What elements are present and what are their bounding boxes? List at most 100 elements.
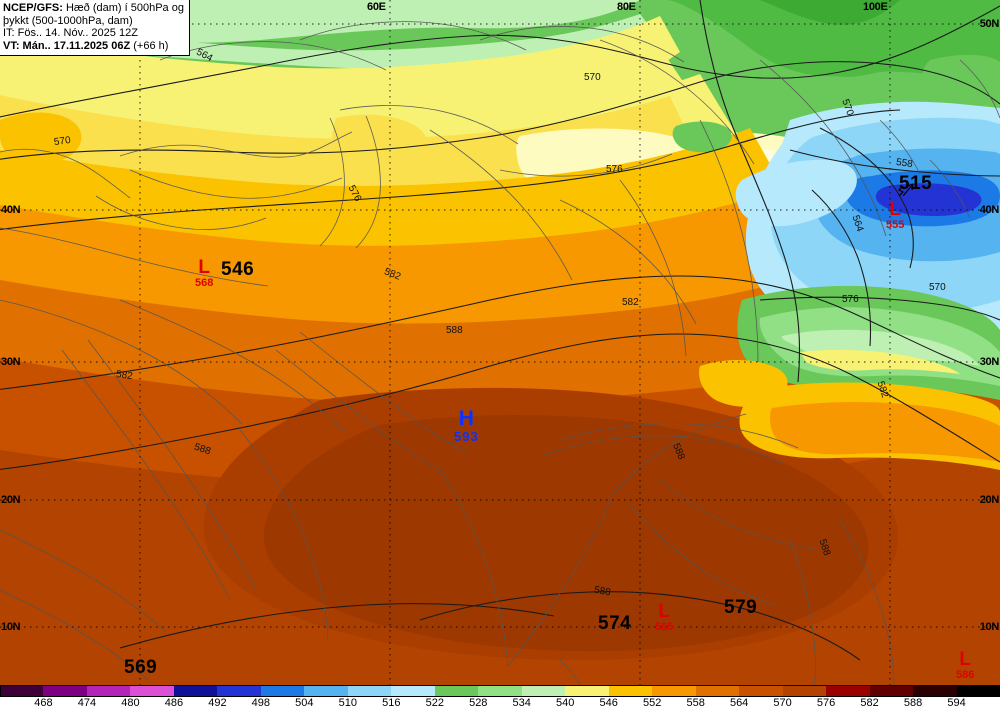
legend-swatch [217,685,261,697]
legend-swatch [913,685,957,697]
legend-swatch [521,685,566,697]
low-pressure-value: 568 [195,277,214,289]
legend-swatch [304,685,348,697]
high-pressure-glyph: H [458,407,474,430]
low-pressure-glyph: L [889,199,901,220]
lat-label-50n-right: 50N [979,18,1000,30]
legend-tick: 570 [773,697,792,709]
legend-tick: 528 [469,697,488,709]
lon-label-100e: 100E [863,1,888,13]
info-model-desc: Hæð (dam) í 500hPa og [62,2,184,14]
legend-tick-labels: 468 474 480 486 492 498 504 510 516 522 528 534 540 5… [0,697,1000,709]
lat-label-30n-right: 30N [979,356,1000,368]
contour-label: 588 [446,325,463,336]
legend-swatch [260,685,305,697]
color-scale-legend[interactable]: 468 474 480 486 492 498 504 510 516 522 528 534 540 5… [0,685,1000,709]
legend-tick: 564 [729,697,749,709]
contour-label: 570 [929,282,946,293]
legend-swatch [391,685,435,697]
legend-tick: 558 [686,697,705,709]
low-pressure-center-bengal[interactable]: L 585 [655,602,673,633]
extreme-value-515: 515 [899,173,933,194]
info-forecast-hour: (+66 h) [130,39,169,52]
legend-tick: 486 [164,697,184,709]
legend-swatch [565,685,609,697]
info-model-label: NCEP/GFS: [3,2,63,14]
legend-swatch [130,685,174,697]
legend-swatch [782,685,827,697]
legend-tick: 516 [382,697,401,709]
low-pressure-value: 585 [655,621,674,633]
weather-map[interactable]: 40N 30N 20N 10N 50N 40N 30N 20N 10N 60E … [0,0,1000,685]
legend-tick: 522 [425,697,444,709]
lat-label-30n-left: 30N [1,356,21,368]
legend-tick: 540 [556,697,575,709]
legend-tick: 504 [295,697,314,709]
lat-label-40n-right: 40N [979,204,1000,216]
legend-swatch [173,685,218,697]
info-line-thickness: þykkt (500-1000hPa, dam) [3,14,133,27]
extreme-value-546: 546 [221,259,255,280]
contour-label: 576 [842,294,859,305]
info-line-model: NCEP/GFS: Hæð (dam) í 500hPa og [3,2,184,15]
legend-swatch [652,685,696,697]
legend-swatch [869,685,914,697]
low-pressure-center-turkey[interactable]: L 568 [195,258,213,289]
info-line-valid-time: VT: Mán.. 17.11.2025 06Z (+66 h) [3,40,184,53]
contour-label: 570 [53,134,72,149]
low-pressure-value: 586 [956,669,975,681]
legend-tick: 588 [903,697,923,709]
lat-label-10n-left: 10N [1,621,21,633]
legend-tick: 480 [121,697,140,709]
legend-tick: 474 [77,697,97,709]
legend-swatch [43,685,87,697]
low-pressure-center-seasia[interactable]: L 586 [956,650,974,681]
legend-swatch [826,685,870,697]
high-pressure-center-arabia[interactable]: H 593 [454,408,479,443]
legend-swatch [347,685,392,697]
legend-tick: 498 [251,697,271,709]
legend-swatch [0,685,44,697]
legend-tick: 576 [816,697,836,709]
legend-tick: 546 [599,697,618,709]
low-pressure-value: 555 [886,219,905,231]
info-valid-label: VT: Mán.. 17.11.2025 06Z [3,39,131,52]
legend-swatch [956,685,1000,697]
model-info-box: NCEP/GFS: Hæð (dam) í 500hPa og þykkt (5… [0,0,190,57]
legend-swatches [0,685,1000,697]
low-pressure-glyph: L [959,649,971,670]
high-pressure-value: 593 [454,429,479,444]
legend-tick: 552 [642,697,662,709]
motion-arrow-icon [897,183,914,197]
lat-label-40n-left: 40N [1,204,21,216]
contour-label: 570 [584,72,601,83]
extreme-value-569: 569 [124,657,158,678]
low-pressure-glyph: L [658,601,670,622]
legend-swatch [86,685,131,697]
lat-label-10n-right: 10N [979,621,1000,633]
contour-label: 576 [606,164,623,175]
lon-label-80e: 80E [617,1,636,13]
contour-label: 558 [895,156,914,171]
extreme-value-574: 574 [598,613,632,634]
legend-tick: 594 [947,697,966,709]
legend-swatch [739,685,783,697]
info-line-init-time: IT: Fös.. 14. Nóv.. 2025 12Z [3,27,138,40]
legend-swatch [695,685,740,697]
legend-tick: 468 [34,697,53,709]
low-pressure-center-eastasia[interactable]: L 555 [886,200,904,231]
legend-swatch [478,685,522,697]
legend-tick: 510 [338,697,357,709]
legend-swatch [434,685,479,697]
lat-label-20n-left: 20N [1,494,21,506]
legend-tick: 492 [208,697,227,709]
map-canvas [0,0,1000,685]
legend-swatch [608,685,653,697]
low-pressure-glyph: L [198,257,210,278]
legend-tick: 582 [860,697,879,709]
contour-label: 582 [622,297,639,308]
lat-label-20n-right: 20N [979,494,1000,506]
contour-label: 582 [115,368,134,383]
legend-tick: 534 [512,697,531,709]
